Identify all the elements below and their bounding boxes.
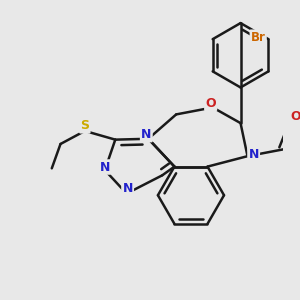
Text: N: N [122,182,133,195]
Text: S: S [80,119,89,132]
Text: Br: Br [251,31,266,44]
Text: N: N [248,148,259,160]
Text: O: O [290,110,300,124]
Text: N: N [141,128,152,141]
Text: N: N [100,160,110,173]
Text: O: O [206,97,216,110]
